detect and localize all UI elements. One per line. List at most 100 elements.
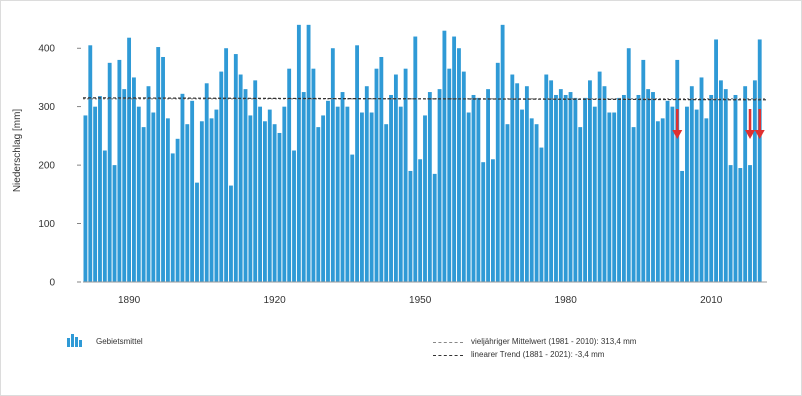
y-tick-label: 0 xyxy=(49,278,55,289)
bar-1989 xyxy=(607,112,612,282)
drought-arrow-head-2020 xyxy=(754,130,765,139)
bar-1977 xyxy=(549,80,554,282)
bar-1971 xyxy=(520,109,524,282)
bar-1962 xyxy=(476,97,481,283)
bar-2002 xyxy=(670,106,675,283)
bar-2006 xyxy=(689,86,694,282)
bar-1999 xyxy=(655,121,660,283)
bar-1963 xyxy=(481,162,486,282)
bar-1961 xyxy=(471,94,476,282)
bar-1974 xyxy=(534,124,539,282)
bar-1938 xyxy=(360,112,364,282)
bar-1937 xyxy=(355,45,360,282)
bar-1894 xyxy=(146,86,151,282)
drought-arrow-head-2003 xyxy=(672,130,683,139)
bar-1954 xyxy=(437,89,442,282)
bar-1885 xyxy=(102,150,107,282)
bar-1886 xyxy=(107,62,112,283)
y-axis-label: Niederschlag [mm] xyxy=(12,109,23,193)
bar-1928 xyxy=(311,68,316,282)
bar-1889 xyxy=(122,89,127,282)
bar-1932 xyxy=(330,48,335,282)
bar-1925 xyxy=(296,24,301,282)
bar-1910 xyxy=(224,48,229,282)
bar-1912 xyxy=(233,54,238,282)
bar-1969 xyxy=(510,74,515,283)
bar-1909 xyxy=(219,71,224,282)
bar-1980 xyxy=(563,94,568,282)
y-tick-label: 300 xyxy=(38,102,55,113)
bar-1898 xyxy=(165,118,170,282)
bar-2010 xyxy=(709,94,714,282)
bar-2017 xyxy=(743,86,748,282)
bar-1901 xyxy=(180,93,185,282)
bar-1949 xyxy=(413,36,418,283)
bar-1919 xyxy=(267,109,272,282)
bar-1884 xyxy=(98,96,102,282)
bar-1907 xyxy=(209,118,214,282)
bar-1993 xyxy=(626,48,631,282)
bar-1994 xyxy=(631,127,636,282)
bar-1908 xyxy=(214,109,219,282)
bar-2016 xyxy=(738,168,743,282)
bar-2008 xyxy=(699,77,704,282)
bar-1966 xyxy=(495,62,500,283)
bar-1904 xyxy=(195,182,199,282)
bar-1951 xyxy=(423,115,427,282)
bar-2018 xyxy=(748,165,752,282)
bar-1970 xyxy=(515,83,520,283)
bar-2007 xyxy=(694,109,699,282)
bar-1939 xyxy=(364,86,369,282)
bar-2000 xyxy=(660,118,665,282)
bar-1981 xyxy=(568,92,573,282)
bar-1940 xyxy=(369,112,374,282)
bar-1973 xyxy=(529,118,534,282)
bar-1990 xyxy=(612,112,617,282)
bar-2009 xyxy=(704,118,709,282)
bar-1920 xyxy=(272,124,277,282)
bar-1975 xyxy=(539,147,544,282)
bar-1982 xyxy=(573,97,578,283)
bar-1915 xyxy=(248,115,253,282)
y-tick-label: 200 xyxy=(38,161,55,172)
bar-1924 xyxy=(292,150,296,282)
x-tick-label: 1920 xyxy=(263,295,286,306)
bar-2012 xyxy=(718,80,723,282)
bar-1958 xyxy=(457,48,461,282)
bar-1923 xyxy=(287,68,292,282)
bar-1891 xyxy=(132,77,136,282)
x-tick-label: 1950 xyxy=(409,295,432,306)
bar-2014 xyxy=(728,165,733,282)
bar-1921 xyxy=(277,132,282,282)
bar-1976 xyxy=(544,74,549,283)
bar-1942 xyxy=(379,56,384,282)
bar-1972 xyxy=(524,86,529,282)
bar-1893 xyxy=(141,127,146,282)
bar-1968 xyxy=(505,124,510,282)
bar-1892 xyxy=(136,106,141,283)
bar-1997 xyxy=(646,89,651,282)
bar-1936 xyxy=(350,154,355,282)
bar-1887 xyxy=(112,165,117,282)
bar-1986 xyxy=(592,106,597,283)
bar-1882 xyxy=(88,45,93,282)
bar-1998 xyxy=(651,92,655,282)
drought-arrow-head-2018 xyxy=(745,130,756,139)
bar-1960 xyxy=(466,112,471,282)
bar-1950 xyxy=(418,159,423,282)
bar-1899 xyxy=(170,153,175,282)
bar-1895 xyxy=(151,112,156,282)
bar-1927 xyxy=(306,24,311,282)
bar-1957 xyxy=(452,36,457,283)
bar-1985 xyxy=(588,80,592,282)
bar-1911 xyxy=(229,185,233,282)
bar-1900 xyxy=(175,138,180,282)
bar-1930 xyxy=(321,115,326,282)
bar-1983 xyxy=(578,127,583,282)
bar-1896 xyxy=(156,47,161,283)
bar-1913 xyxy=(238,74,243,283)
bar-2015 xyxy=(733,94,738,282)
bar-1992 xyxy=(621,94,626,282)
bar-1978 xyxy=(554,94,558,282)
